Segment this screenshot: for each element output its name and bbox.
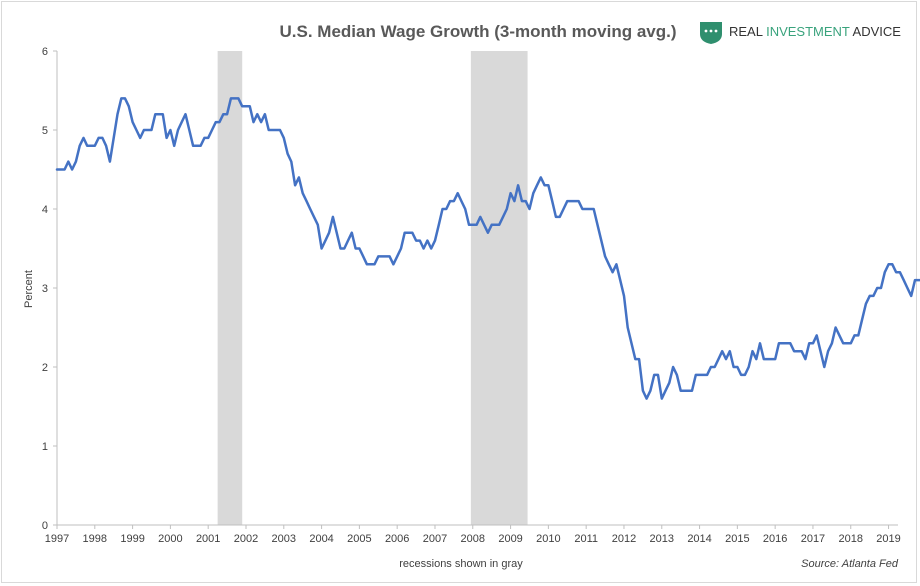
x-tick-label: 2017 <box>801 533 825 545</box>
x-tick-label: 1999 <box>120 533 144 545</box>
x-tick-label: 2009 <box>498 533 522 545</box>
logo-word-advice: ADVICE <box>850 24 902 39</box>
x-tick-label: 2004 <box>309 533 333 545</box>
recession-band-1 <box>217 51 243 525</box>
recession-band-2 <box>470 51 528 525</box>
x-axis-note: recessions shown in gray <box>399 558 523 570</box>
x-tick-label: 2014 <box>687 533 711 545</box>
logo-word-investment: INVESTMENT <box>766 24 850 39</box>
x-tick-label: 2005 <box>347 533 371 545</box>
tick-labels: 0 1 2 3 4 5 6 1997 1998 1999 2000 2001 2002 2003 2004 2… <box>42 46 901 545</box>
leaf-badge-icon <box>700 22 722 44</box>
x-tick-label: 2013 <box>650 533 674 545</box>
x-tick-label: 2006 <box>385 533 409 545</box>
x-tick-label: 2012 <box>612 533 636 545</box>
y-tick-label: 0 <box>42 520 48 532</box>
x-tick-label: 2018 <box>839 533 863 545</box>
x-tick-label: 1997 <box>45 533 69 545</box>
source-note: Source: Atlanta Fed <box>801 558 899 570</box>
x-tick-label: 2008 <box>461 533 485 545</box>
x-tick-label: 2002 <box>234 533 258 545</box>
logo-word-real: REAL <box>729 24 766 39</box>
x-tick-label: 2016 <box>763 533 787 545</box>
x-tick-label: 2007 <box>423 533 447 545</box>
y-tick-label: 5 <box>42 125 48 137</box>
logo: REAL INVESTMENT ADVICE <box>700 22 901 44</box>
x-tick-label: 2001 <box>196 533 220 545</box>
y-tick-label: 2 <box>42 362 48 374</box>
chart-title: U.S. Median Wage Growth (3-month moving … <box>280 22 677 41</box>
x-tick-label: 2011 <box>574 533 598 545</box>
logo-wordmark: REAL INVESTMENT ADVICE <box>729 24 901 39</box>
axes <box>53 50 898 529</box>
recession-bands <box>217 51 528 525</box>
x-tick-label: 2015 <box>725 533 749 545</box>
x-tick-label: 2010 <box>536 533 560 545</box>
x-tick-label: 2000 <box>158 533 182 545</box>
series-layer <box>55 97 920 400</box>
x-tick-label: 1998 <box>83 533 107 545</box>
x-tick-label: 2019 <box>876 533 900 545</box>
series-line-1 <box>55 97 920 400</box>
y-tick-label: 6 <box>42 46 48 58</box>
y-tick-label: 1 <box>42 441 48 453</box>
y-tick-label: 3 <box>42 283 48 295</box>
y-tick-label: 4 <box>42 204 48 216</box>
x-tick-label: 2003 <box>272 533 296 545</box>
y-axis-label: Percent <box>23 270 35 308</box>
